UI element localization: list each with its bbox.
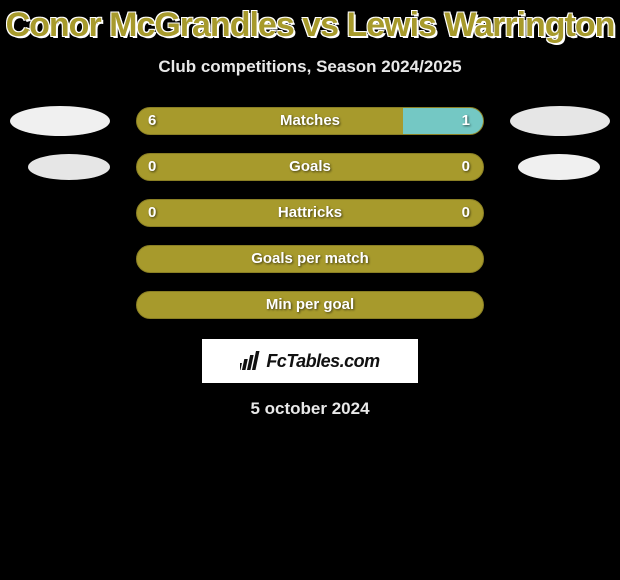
snapshot-date: 5 october 2024: [0, 399, 620, 419]
stat-bar-track: [136, 153, 484, 181]
stat-bar-right-fill: [403, 108, 483, 134]
team-badge-left: [10, 106, 110, 136]
stat-bar-row: Matches61: [0, 107, 620, 135]
stat-bar-track: [136, 291, 484, 319]
stat-bar-track: [136, 107, 484, 135]
site-logo: FcTables.com: [202, 339, 418, 383]
stat-bar-track: [136, 245, 484, 273]
site-logo-text: FcTables.com: [266, 351, 379, 372]
team-badge-left: [28, 154, 110, 180]
team-badge-right: [518, 154, 600, 180]
stat-bar-track: [136, 199, 484, 227]
team-badge-right: [510, 106, 610, 136]
stat-bar-row: Goals per match: [0, 245, 620, 273]
stat-bar-row: Goals00: [0, 153, 620, 181]
chart-bars-icon: [240, 351, 262, 371]
stat-bar-left-fill: [137, 108, 403, 134]
stat-bars-container: Matches61 Goals00 Hattricks00 Goals per mat…: [0, 107, 620, 319]
stat-bar-row: Min per goal: [0, 291, 620, 319]
comparison-subtitle: Club competitions, Season 2024/2025: [0, 57, 620, 77]
stat-bar-row: Hattricks00: [0, 199, 620, 227]
comparison-title: Conor McGrandles vs Lewis Warrington: [0, 0, 620, 45]
